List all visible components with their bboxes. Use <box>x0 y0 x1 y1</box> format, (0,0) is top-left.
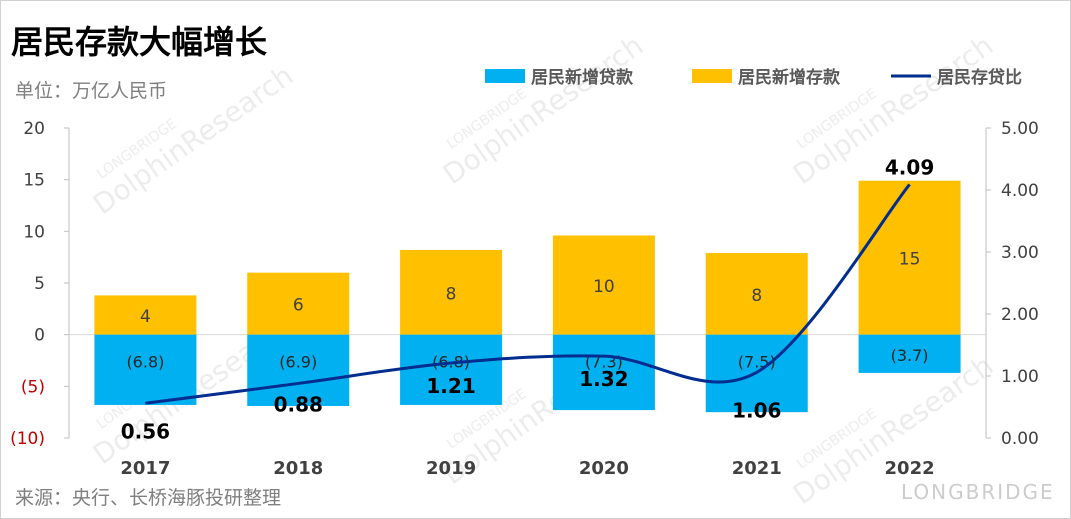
bar-loan <box>858 334 961 373</box>
right-tick-label: 3.00 <box>1001 243 1039 263</box>
chart-subtitle: 单位：万亿人民币 <box>15 80 167 102</box>
right-tick-label: 2.00 <box>1001 305 1039 325</box>
bar-deposit <box>705 253 808 335</box>
bar-loan <box>400 334 503 405</box>
x-tick-label: 2018 <box>273 458 323 479</box>
bar-deposit <box>552 235 655 335</box>
x-tick-label: 2021 <box>732 458 782 479</box>
line-ratio <box>145 183 911 405</box>
bar-label-loan: (6.8) <box>126 353 164 372</box>
x-tick-label: 2022 <box>885 458 935 479</box>
bar-label-loan: (6.9) <box>279 353 317 372</box>
left-tick-label: 0 <box>34 326 45 346</box>
bar-label-deposit: 8 <box>751 286 762 306</box>
bar-label-deposit: 8 <box>446 284 457 304</box>
bar-loan <box>247 334 350 406</box>
left-tick-label: 15 <box>23 171 45 191</box>
left-tick-label: (10) <box>10 429 45 449</box>
bar-loan <box>552 334 655 411</box>
line-data-label: 0.56 <box>121 419 170 443</box>
x-tick-label: 2019 <box>426 458 476 479</box>
bar-label-deposit: 6 <box>293 296 304 316</box>
bar-deposit <box>247 272 350 335</box>
bar-label-deposit: 4 <box>140 307 151 327</box>
line-data-label: 1.21 <box>426 374 475 398</box>
x-tick-label: 2020 <box>579 458 629 479</box>
left-tick-label: 20 <box>23 119 45 139</box>
left-tick-label: 5 <box>34 274 45 294</box>
line-data-label: 0.88 <box>274 392 323 416</box>
right-tick-label: 1.00 <box>1001 367 1039 387</box>
legend-swatch-loan <box>485 69 525 83</box>
watermark-logo: LONGBRIDGE <box>901 480 1055 504</box>
bar-deposit <box>94 295 197 335</box>
legend-label-deposit: 居民新增存款 <box>738 67 841 88</box>
bar-label-deposit: 15 <box>899 250 921 270</box>
bar-deposit <box>858 180 961 335</box>
legend-label-loan: 居民新增贷款 <box>531 67 634 88</box>
left-tick-label: (5) <box>21 377 45 397</box>
chart-title: 居民存款大幅增长 <box>11 23 267 61</box>
line-data-label: 4.09 <box>885 155 934 179</box>
bar-deposit <box>400 249 503 335</box>
x-tick-label: 2017 <box>120 458 170 479</box>
legend-swatch-deposit <box>692 69 732 83</box>
chart-source: 来源：央行、长桥海豚投研整理 <box>15 487 281 509</box>
line-data-label: 1.06 <box>732 398 781 422</box>
legend-label-ratio: 居民存贷比 <box>937 67 1022 88</box>
line-data-label: 1.32 <box>579 367 628 391</box>
right-tick-label: 5.00 <box>1001 119 1039 139</box>
bar-label-loan: (3.7) <box>891 346 929 365</box>
bar-loan <box>94 334 197 405</box>
watermark-text: DolphinResearch <box>437 29 649 191</box>
bar-label-deposit: 10 <box>593 277 615 297</box>
right-tick-label: 0.00 <box>1001 429 1039 449</box>
right-tick-label: 4.00 <box>1001 181 1039 201</box>
left-tick-label: 10 <box>23 222 45 242</box>
